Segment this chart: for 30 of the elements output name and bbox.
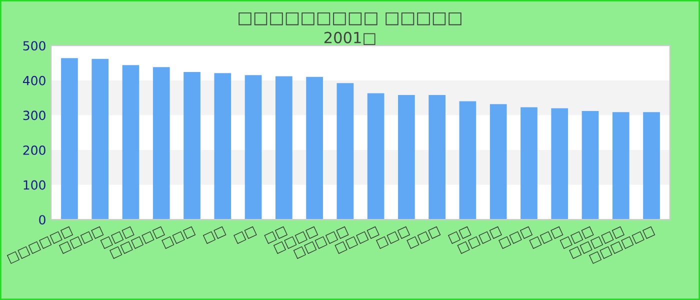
bar bbox=[551, 108, 568, 220]
bar bbox=[398, 95, 415, 220]
bar bbox=[152, 67, 170, 220]
y-tick-label: 0 bbox=[39, 215, 46, 225]
bar bbox=[520, 107, 538, 220]
bar bbox=[367, 93, 384, 220]
bar bbox=[275, 76, 292, 220]
y-tick-label: 100 bbox=[24, 180, 46, 190]
bar bbox=[244, 75, 262, 220]
bar bbox=[122, 65, 140, 220]
chart-title: □□□□□□□□□ □□□□□ bbox=[238, 12, 462, 26]
bar bbox=[582, 111, 599, 220]
bar bbox=[428, 95, 446, 220]
y-tick-label: 400 bbox=[22, 76, 46, 86]
bar bbox=[214, 73, 232, 220]
bar bbox=[306, 76, 323, 220]
bar bbox=[643, 112, 660, 220]
y-tick-label: 200 bbox=[23, 145, 46, 155]
y-tick-label: 500 bbox=[23, 41, 46, 51]
chart-subtitle: 2001□ bbox=[324, 32, 376, 45]
bar bbox=[92, 58, 109, 220]
bar bbox=[61, 58, 78, 220]
bar bbox=[490, 104, 507, 220]
y-tick-label: 300 bbox=[23, 110, 46, 120]
bar bbox=[459, 101, 476, 220]
x-tick-label: □□ bbox=[234, 226, 257, 244]
bar bbox=[336, 83, 354, 220]
x-tick-label: □□ bbox=[202, 226, 226, 244]
bar bbox=[612, 112, 630, 220]
bar bbox=[184, 72, 200, 220]
